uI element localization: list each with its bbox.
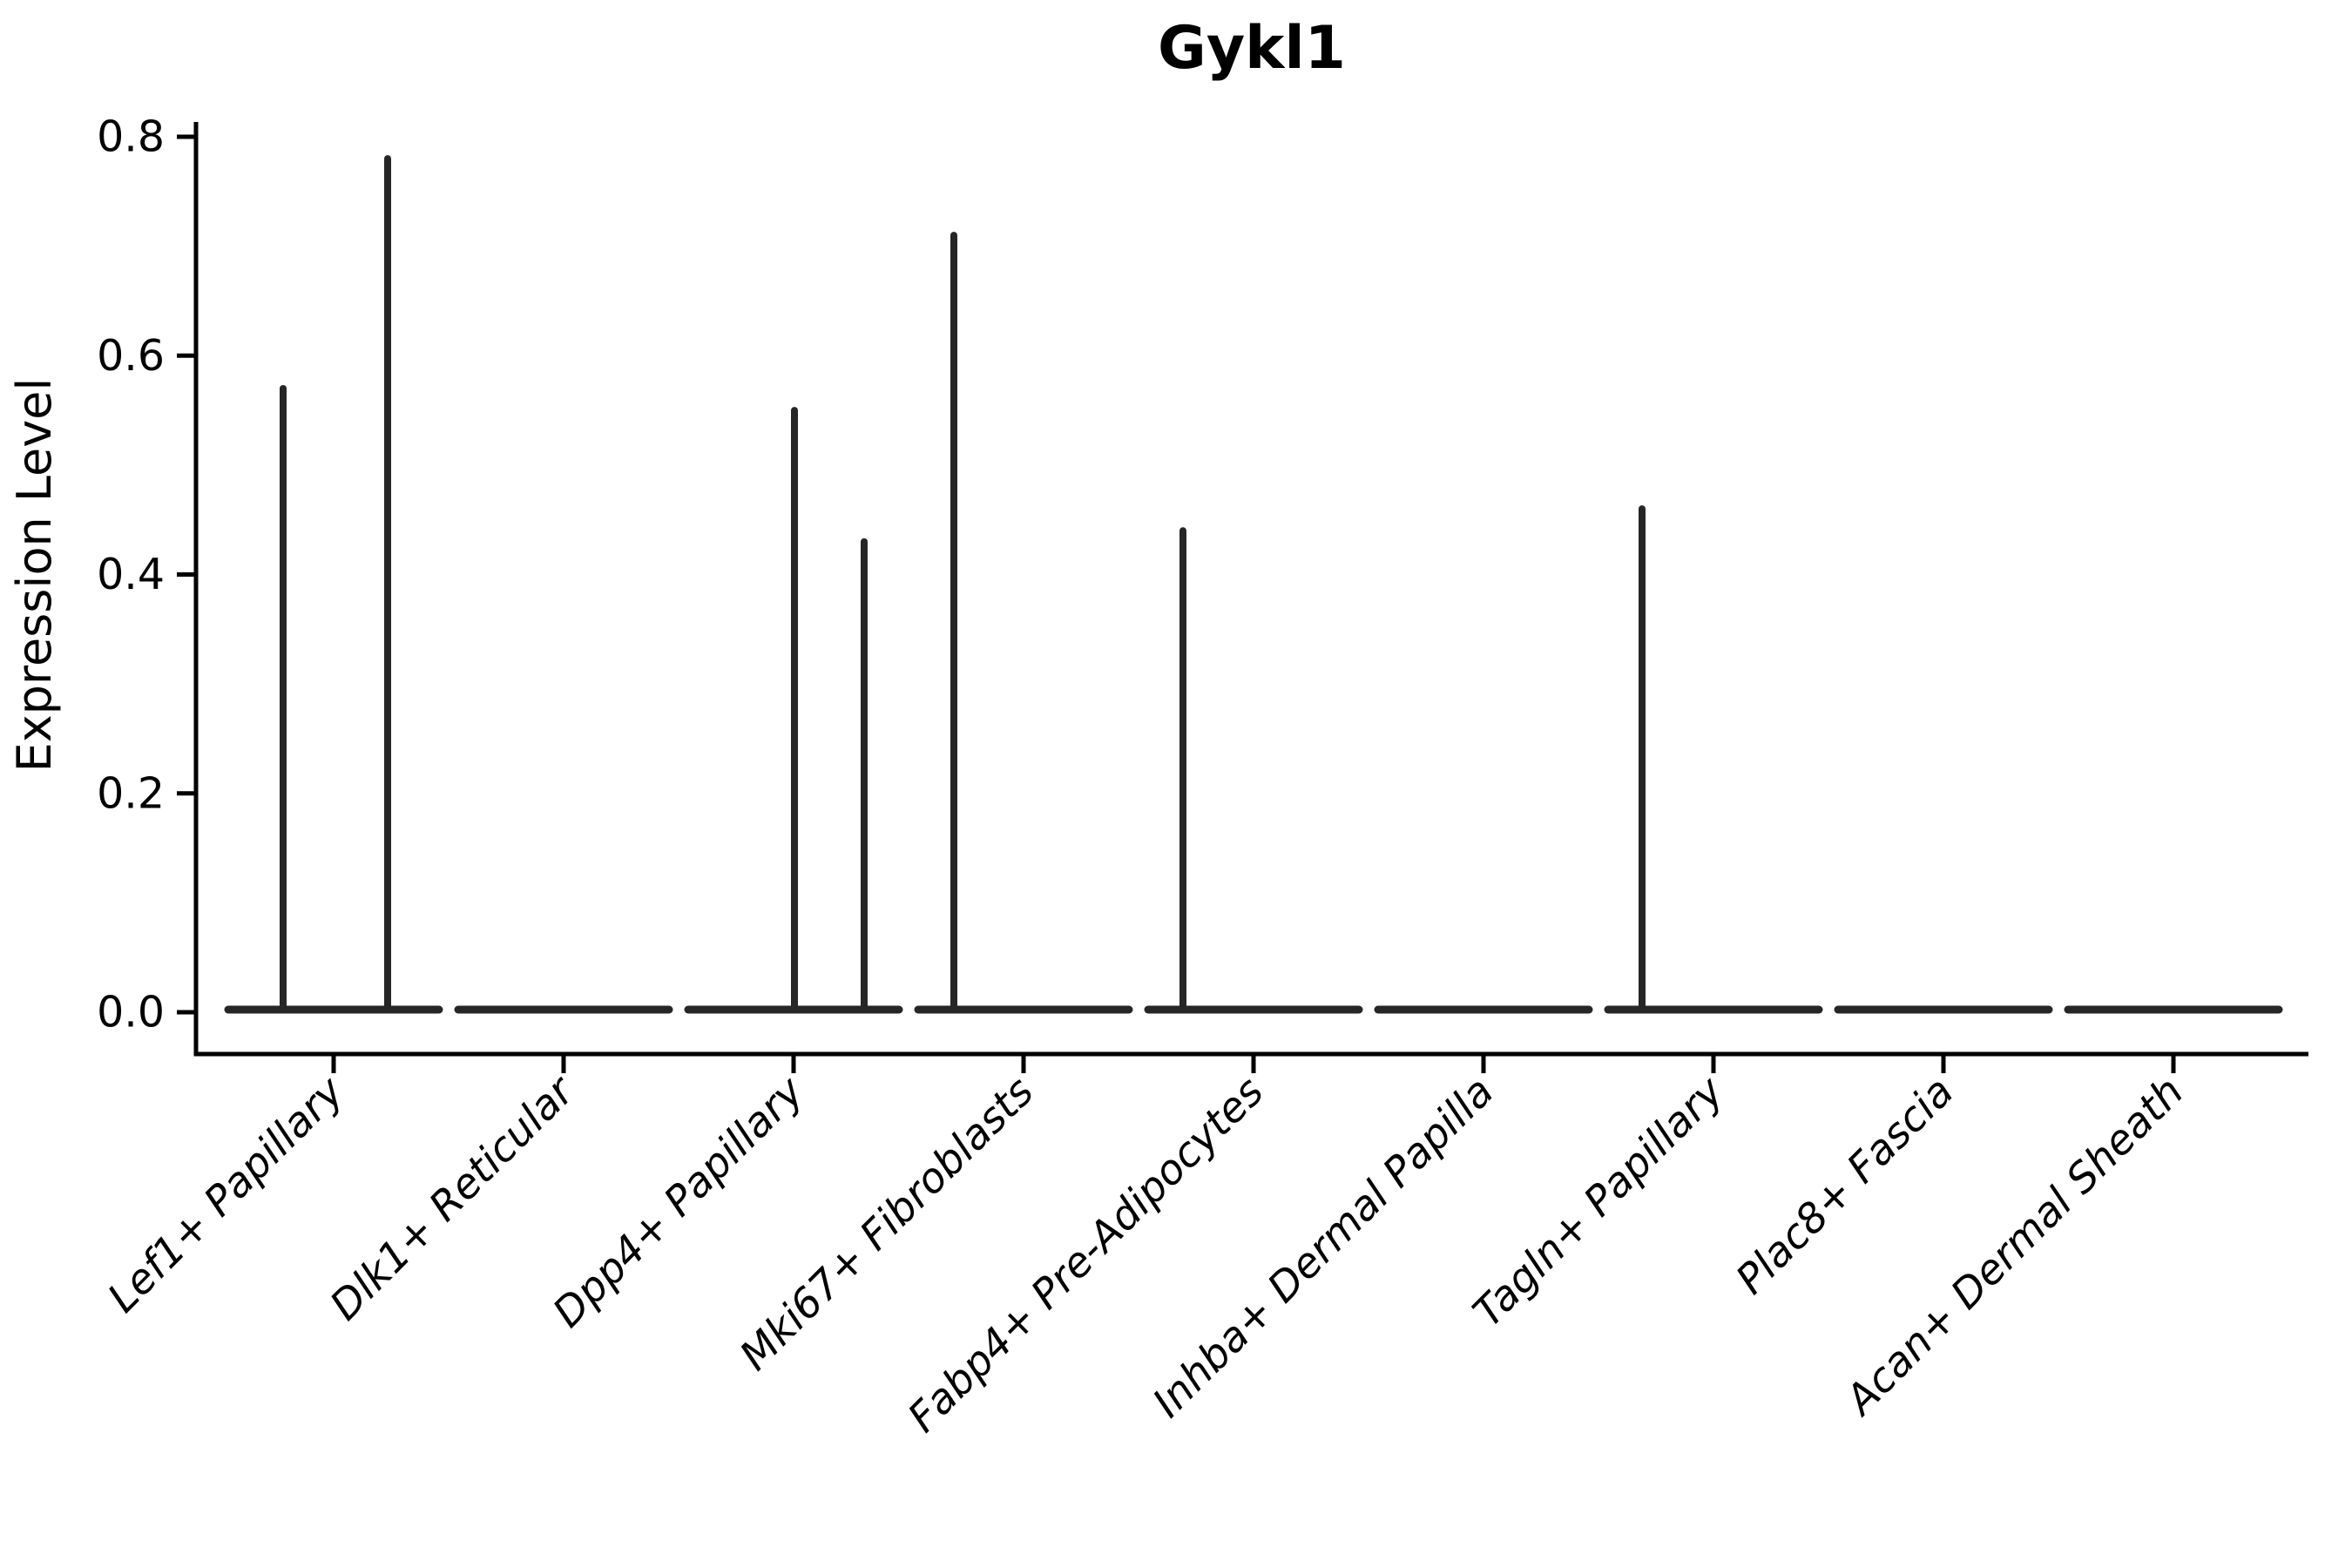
violin-4	[914, 232, 1133, 1014]
y-axis-ticks: 0.0 0.2 0.4 0.6 0.8	[97, 112, 196, 1037]
x-axis-ticks	[331, 1054, 2176, 1073]
x-tick-label: Plac8+ Fascia	[1727, 1068, 1963, 1304]
y-axis-label: Expression Level	[7, 378, 62, 773]
axes-spines	[193, 122, 2308, 1057]
x-tick-label: Dpp4+ Papillary	[544, 1067, 814, 1337]
y-tick-label: 0.8	[97, 112, 165, 162]
violins	[224, 155, 2283, 1014]
y-tick-label: 0.2	[97, 768, 165, 818]
violin-5	[1144, 527, 1363, 1014]
violin-1	[224, 155, 443, 1014]
x-tick-label: Dlk1+ Reticular	[321, 1066, 585, 1330]
y-tick-label: 0.6	[97, 331, 165, 381]
plot-title: Gykl1	[1158, 14, 1346, 83]
y-tick-label: 0.0	[97, 988, 165, 1037]
violin-3	[684, 407, 903, 1014]
x-tick-label: Tagln+ Papillary	[1464, 1067, 1734, 1337]
x-tick-label: Lef1+ Papillary	[98, 1067, 354, 1322]
y-tick-label: 0.4	[97, 550, 165, 599]
violin-7	[1604, 505, 1823, 1014]
